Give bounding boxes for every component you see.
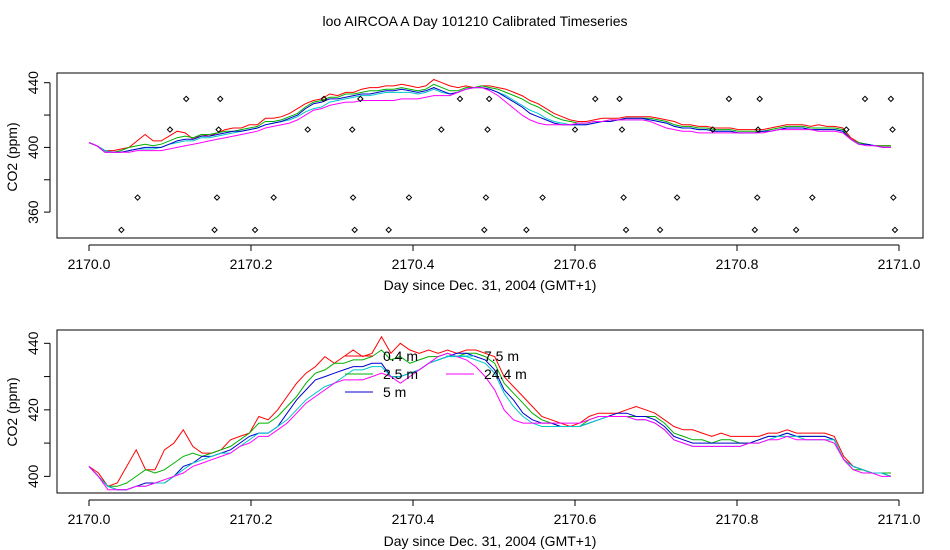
- y-tick-label: 360: [25, 200, 41, 224]
- sample-marker: [484, 126, 491, 133]
- sample-marker: [523, 226, 530, 234]
- sample-marker: [891, 226, 899, 234]
- series-lines: [88, 335, 892, 491]
- plot-frame: [56, 72, 924, 239]
- page-title: loo AIRCOA A Day 101210 Calibrated Times…: [322, 13, 627, 29]
- y-axis-label: CO2 (ppm): [4, 122, 20, 191]
- sample-marker: [304, 126, 312, 133]
- sample-marker: [134, 194, 141, 201]
- x-axis: 2170.0 2170.2 2170.4 2170.6 2170.8 2171.0: [68, 499, 921, 527]
- y-tick-label: 440: [25, 71, 41, 95]
- y-axis-label: CO2 (ppm): [4, 377, 20, 446]
- plot-frame: [56, 329, 924, 494]
- series-line-1: [88, 78, 891, 152]
- sample-marker: [618, 126, 626, 133]
- y-tick-label: 400: [25, 136, 41, 160]
- sample-marker: [751, 226, 759, 234]
- sample-marker: [887, 95, 895, 103]
- top-chart-panel: 2170.0 2170.2 2170.4 2170.6 2170.8 2171.0 360…: [4, 71, 924, 293]
- sample-marker: [843, 126, 850, 133]
- sample-marker: [754, 126, 762, 133]
- series-line-5: [88, 352, 891, 491]
- sample-marker: [182, 95, 190, 103]
- x-tick-label: 2170.2: [230, 256, 273, 272]
- x-axis-label: Day since Dec. 31, 2004 (GMT+1): [384, 277, 597, 293]
- legend: 0.4 m 2.5 m 5 m 7.5 m 24.4 m: [345, 348, 527, 400]
- sample-marker: [620, 194, 627, 201]
- sample-marker: [753, 194, 761, 201]
- sample-marker: [889, 126, 896, 133]
- sample-marker: [539, 194, 546, 201]
- x-tick-label: 2170.8: [716, 256, 759, 272]
- sample-markers: [118, 95, 899, 234]
- y-tick-label: 400: [25, 464, 41, 488]
- y-axis: 360 400 440: [25, 71, 51, 224]
- sample-marker: [591, 95, 599, 103]
- x-tick-label: 2171.0: [878, 256, 921, 272]
- sample-marker: [351, 226, 358, 234]
- legend-label: 5 m: [383, 384, 406, 400]
- sample-marker: [270, 194, 277, 201]
- series-line-3: [88, 352, 892, 491]
- x-tick-label: 2171.0: [878, 511, 921, 527]
- legend-label: 0.4 m: [383, 348, 418, 364]
- sample-marker: [118, 226, 125, 234]
- sample-marker: [616, 95, 623, 103]
- sample-marker: [622, 226, 630, 234]
- series-lines: [88, 78, 891, 153]
- x-tick-label: 2170.0: [68, 256, 111, 272]
- sample-marker: [215, 126, 222, 133]
- sample-marker: [438, 126, 445, 133]
- bottom-chart-panel: 2170.0 2170.2 2170.4 2170.6 2170.8 2171.0 400…: [4, 329, 924, 549]
- sample-marker: [725, 95, 733, 103]
- y-tick-label: 420: [25, 398, 41, 422]
- x-tick-label: 2170.4: [392, 256, 435, 272]
- sample-marker: [357, 95, 364, 103]
- sample-marker: [166, 126, 174, 133]
- sample-marker: [709, 126, 717, 133]
- sample-marker: [456, 95, 464, 103]
- x-tick-label: 2170.6: [554, 511, 597, 527]
- y-tick-label: 440: [25, 331, 41, 355]
- series-line-1: [88, 335, 891, 487]
- sample-marker: [213, 194, 221, 201]
- sample-marker: [485, 95, 493, 103]
- legend-label: 2.5 m: [383, 366, 418, 382]
- series-line-4: [88, 87, 891, 153]
- sample-marker: [385, 226, 393, 234]
- sample-marker: [792, 226, 800, 234]
- sample-marker: [251, 226, 259, 234]
- series-line-2: [88, 83, 891, 153]
- sample-marker: [571, 126, 579, 133]
- x-axis: 2170.0 2170.2 2170.4 2170.6 2170.8 2171.0: [68, 244, 921, 272]
- sample-marker: [756, 95, 763, 103]
- sample-marker: [809, 194, 816, 201]
- sample-marker: [320, 95, 328, 103]
- sample-marker: [349, 194, 357, 201]
- sample-marker: [861, 95, 869, 103]
- series-line-5: [88, 87, 891, 153]
- x-tick-label: 2170.0: [68, 511, 111, 527]
- sample-marker: [211, 226, 218, 234]
- sample-marker: [405, 194, 413, 201]
- x-tick-label: 2170.2: [230, 511, 273, 527]
- x-tick-label: 2170.4: [392, 511, 435, 527]
- sample-marker: [890, 194, 897, 201]
- legend-label: 24.4 m: [484, 366, 527, 382]
- x-axis-label: Day since Dec. 31, 2004 (GMT+1): [384, 533, 597, 549]
- sample-marker: [480, 226, 488, 234]
- sample-marker: [673, 194, 681, 201]
- y-axis: 400 420 440: [25, 331, 51, 488]
- x-tick-label: 2170.8: [716, 511, 759, 527]
- sample-marker: [656, 226, 664, 234]
- sample-marker: [482, 194, 490, 201]
- sample-marker: [348, 126, 356, 133]
- sample-marker: [216, 95, 224, 103]
- legend-label: 7.5 m: [484, 348, 519, 364]
- x-tick-label: 2170.6: [554, 256, 597, 272]
